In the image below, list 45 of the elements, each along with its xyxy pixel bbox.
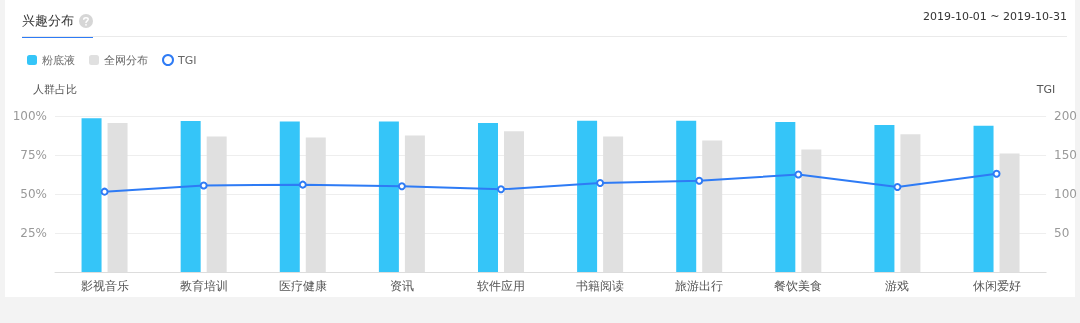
x-tick-label: 影视音乐 (80, 279, 129, 293)
point (199, 181, 208, 190)
point (794, 170, 803, 179)
y2-tick-label: 200 (1054, 109, 1077, 123)
point (298, 180, 307, 189)
y2-tick-label: 50 (1054, 226, 1070, 240)
legend-label: 粉底液 (42, 53, 75, 67)
y2-tick-label: 100 (1054, 187, 1077, 201)
bar (378, 121, 399, 272)
x-tick-label: 游戏 (885, 279, 910, 293)
y-tick-label: 75% (20, 148, 47, 162)
x-tick-label: 餐饮美食 (774, 279, 823, 293)
x-tick-label: 书籍阅读 (576, 279, 625, 293)
bar (477, 123, 498, 272)
y-tick-label: 100% (12, 109, 47, 123)
point (100, 187, 109, 196)
bar (81, 118, 102, 272)
point (596, 179, 605, 188)
y2-tick-label: 150 (1054, 148, 1077, 162)
point (893, 182, 902, 191)
x-tick-label: 医疗健康 (278, 279, 327, 293)
legend-label: TGI (177, 53, 197, 67)
x-tick-label: 教育培训 (179, 279, 228, 293)
bar (577, 120, 598, 272)
legend-label: 全网分布 (104, 53, 148, 67)
bar (973, 125, 994, 272)
y-tick-label: 25% (20, 226, 47, 240)
point (397, 182, 406, 191)
bar (676, 120, 697, 272)
point (992, 169, 1001, 178)
chart-title: 兴趣分布 (22, 12, 74, 30)
point (695, 176, 704, 185)
text: 2019-10-01 ~ 2019-10-31 (922, 10, 1067, 23)
x-tick-label: 资讯 (389, 279, 414, 293)
y-tick-label: 50% (20, 187, 47, 201)
bar (180, 120, 201, 272)
bar (279, 121, 300, 272)
y-axis-title: 人群占比 (33, 83, 77, 96)
x-tick-label: 旅游出行 (675, 279, 724, 293)
bar (775, 122, 796, 272)
x-tick-label: 软件应用 (476, 279, 525, 293)
bar (874, 124, 895, 272)
point (497, 185, 505, 194)
y2-axis-title: TGI (1035, 83, 1056, 96)
x-tick-label: 休闲爱好 (972, 279, 1021, 293)
